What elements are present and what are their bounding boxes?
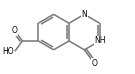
Text: NH: NH [94, 36, 105, 45]
Text: HO: HO [2, 47, 14, 56]
Text: N: N [82, 10, 87, 19]
Text: O: O [12, 26, 18, 35]
Text: O: O [91, 59, 97, 68]
